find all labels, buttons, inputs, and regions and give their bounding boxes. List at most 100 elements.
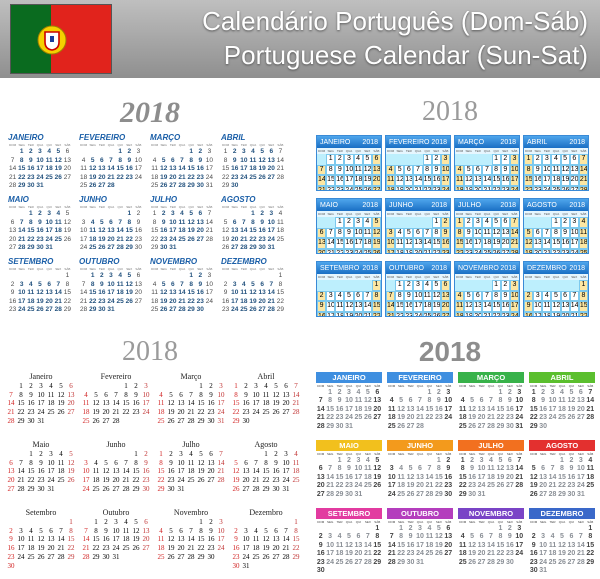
- empty-cell: [231, 450, 241, 459]
- day-cell: 2: [533, 154, 543, 165]
- day-cell: 26: [262, 552, 270, 561]
- day-cell: 20: [567, 550, 576, 558]
- day-cell: 4: [264, 382, 268, 390]
- day-cell: 2: [344, 217, 354, 228]
- day-cell: 11: [459, 541, 467, 549]
- day-cell: 9: [232, 156, 237, 164]
- weekday-label: QUI: [117, 267, 123, 271]
- day-cell: 9: [524, 301, 534, 312]
- weekday-label: TER: [478, 520, 485, 524]
- day-cell: 9: [29, 156, 33, 164]
- day-cell: 5: [274, 382, 278, 390]
- day-cell: 11: [262, 390, 270, 399]
- month-name: JUNHO: [389, 201, 414, 209]
- day-cell: 19: [373, 473, 382, 481]
- day-cell: 17: [107, 289, 115, 297]
- day-cell: 3: [49, 450, 53, 458]
- day-cell: 10: [569, 227, 579, 239]
- day-cell: 30: [444, 490, 453, 498]
- day-cell: 7: [578, 533, 583, 541]
- empty-cell: [533, 217, 542, 228]
- day-cell: 1: [65, 272, 70, 279]
- empty-cell: [458, 389, 467, 397]
- day-cell: 15: [455, 238, 465, 249]
- day-cell: 14: [326, 238, 336, 249]
- day-cell: 22: [63, 297, 72, 305]
- month-name: JULHO: [458, 201, 481, 209]
- day-cell: 4: [180, 210, 184, 217]
- day-cell: 27: [7, 484, 15, 493]
- day-cell: 27: [569, 185, 579, 190]
- day-cell: 22: [276, 297, 285, 305]
- day-cell: 26: [529, 490, 538, 498]
- weekday-label: QUI: [355, 520, 362, 524]
- day-cell: 2: [161, 210, 166, 217]
- empty-cell: [477, 389, 486, 397]
- month-name: Agosto: [254, 440, 278, 449]
- day-cell: 22: [529, 414, 538, 422]
- empty-cell: [570, 280, 579, 291]
- day-cell: 23: [132, 408, 140, 417]
- day-cell: 6: [473, 164, 483, 176]
- weekday-label: TER: [336, 149, 343, 153]
- day-cell: 5: [169, 390, 173, 399]
- day-cell: 16: [98, 289, 106, 297]
- day-cell: 20: [353, 311, 363, 316]
- month-calendar: SETEMBRO 2018 DOM SEG TER QUA QUI SEX SÁB 1 2 3 4 5 6 7…: [316, 261, 382, 317]
- weekday-label: QUI: [259, 205, 265, 209]
- day-cell: 14: [107, 165, 115, 173]
- weekday-label: QUA: [107, 143, 115, 147]
- day-cell: 11: [558, 397, 566, 405]
- weekday-label: QUA: [107, 205, 115, 209]
- day-cell: 20: [413, 248, 423, 253]
- day-cell: 5: [531, 465, 536, 473]
- weekday-label: QUI: [188, 267, 194, 271]
- day-cell: 4: [386, 164, 396, 176]
- month-calendar: MARÇO 2018 DOM SEG TER QUA QUI SEX SÁB 1 2 3 4 5 6 7 8 9 1…: [454, 135, 520, 191]
- day-cell: 24: [242, 552, 250, 561]
- day-cell: 21: [178, 297, 186, 305]
- day-cell: 4: [81, 156, 86, 164]
- day-cell: 25: [262, 408, 270, 417]
- day-cell: 19: [468, 550, 477, 558]
- day-cell: 7: [569, 290, 579, 302]
- day-cell: 2: [318, 533, 323, 541]
- month-calendar: OUTUBRO DOM SEG TER QUA QUI SEX SÁB 1 2 3 4 5 6 7 8 9 10 1…: [387, 508, 453, 572]
- day-cell: 20: [500, 238, 510, 249]
- weekday-label: QUI: [568, 452, 575, 456]
- day-cell: 27: [416, 490, 424, 498]
- day-cell: 8: [264, 458, 268, 467]
- day-cell: 21: [542, 248, 552, 253]
- day-cell: 7: [550, 465, 555, 473]
- weekday-label: DOM: [525, 149, 533, 153]
- day-cell: 19: [344, 311, 354, 316]
- day-cell: 16: [468, 473, 477, 481]
- day-cell: 21: [8, 173, 17, 181]
- day-cell: 13: [272, 535, 280, 544]
- day-cell: 24: [548, 414, 557, 422]
- day-cell: 15: [496, 405, 505, 413]
- day-cell: 12: [529, 473, 538, 481]
- day-cell: 19: [551, 311, 561, 316]
- day-cell: 23: [500, 185, 510, 190]
- weekday-label: TER: [474, 212, 481, 216]
- day-cell: 9: [431, 164, 441, 176]
- day-cell: 25: [363, 482, 372, 490]
- empty-cell: [26, 518, 36, 527]
- day-cell: 9: [209, 526, 213, 535]
- day-cell: 16: [242, 399, 250, 408]
- empty-cell: [79, 272, 88, 281]
- month-calendar: AGOSTO 2018 DOM SEG TER QUA QUI SEX SÁB 1 2 3 4 5 6 7 8 9…: [523, 198, 589, 254]
- day-cell: 4: [29, 526, 33, 535]
- day-cell: 15: [491, 301, 501, 312]
- weekday-label: SÁB: [580, 149, 587, 153]
- day-cell: 26: [125, 297, 133, 305]
- day-cell: 24: [515, 414, 524, 422]
- day-cell: 21: [205, 227, 214, 235]
- day-cell: 1: [399, 525, 404, 532]
- day-cell: 2: [144, 450, 148, 458]
- day-cell: 5: [260, 148, 264, 155]
- day-cell: 10: [444, 397, 453, 405]
